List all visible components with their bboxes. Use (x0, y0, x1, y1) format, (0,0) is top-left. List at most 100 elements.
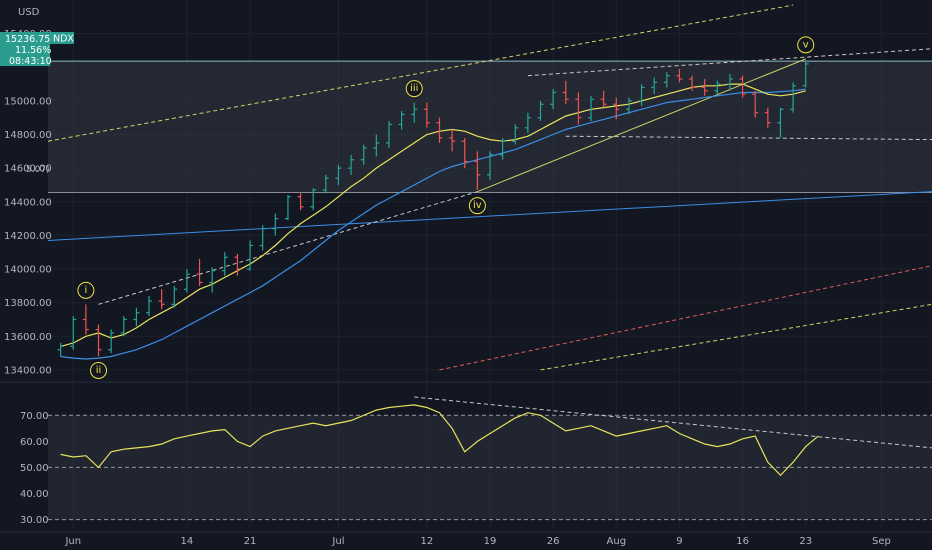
candle (146, 295, 153, 317)
time-axis[interactable]: Jun 14 21 Jul 12 19 26 Aug 9 16 23 Sep (0, 531, 932, 547)
sma-fast-line (60, 83, 806, 347)
candle (600, 90, 607, 108)
wave-label-iii[interactable]: iii (405, 80, 423, 98)
trend-line-5[interactable] (527, 48, 932, 77)
change-pct-label: 11.56% (15, 45, 51, 56)
candle (802, 60, 809, 88)
candle (764, 107, 771, 128)
price-tick-label: 15000.00 (4, 96, 52, 107)
candle (158, 289, 165, 310)
candle (310, 188, 317, 211)
date-tick-label: Jul (331, 536, 344, 547)
candle (625, 97, 632, 115)
countdown-label: 08:43:10 (9, 56, 52, 67)
candle (588, 95, 595, 122)
candle (487, 151, 493, 180)
candle (183, 269, 190, 293)
candle (474, 151, 481, 190)
rsi-tick-label: 60.00 (20, 437, 49, 448)
rsi-pane: 70.00 60.00 50.00 40.00 30.00 (20, 396, 932, 526)
candle (398, 110, 405, 130)
currency-label: USD (18, 7, 40, 18)
candle (499, 137, 506, 160)
candle (714, 80, 721, 95)
candle (726, 73, 733, 91)
rsi-tick-label: 30.00 (20, 515, 49, 526)
date-tick-label: Sep (872, 536, 891, 547)
price-tick-label: 13400.00 (4, 365, 52, 376)
candle (512, 124, 519, 145)
date-tick-label: Jun (64, 536, 81, 547)
candle (613, 97, 620, 120)
wave-label-i[interactable]: i (77, 281, 95, 299)
last-price-box: 15236.75 11.56% 08:43:10 NDX (0, 32, 74, 67)
candle (461, 137, 468, 169)
trend-line-6[interactable] (565, 135, 932, 141)
trend-line-4[interactable] (98, 191, 478, 305)
candle (348, 154, 355, 175)
trend-line-2[interactable] (540, 303, 932, 371)
candle (259, 225, 266, 251)
candle (133, 307, 140, 327)
trend-line-7[interactable] (477, 58, 806, 193)
date-tick-label: 14 (181, 536, 194, 547)
wave-label-ii[interactable]: ii (90, 361, 108, 379)
price-tick-label: 13800.00 (4, 298, 52, 309)
date-tick-label: 16 (736, 536, 749, 547)
moving-averages (60, 83, 806, 360)
date-tick-label: Aug (607, 536, 627, 547)
candle (272, 213, 279, 236)
candle (423, 102, 430, 128)
date-tick-label: 9 (676, 536, 682, 547)
candle (196, 258, 203, 286)
price-tick-label: 14000.00 (4, 265, 52, 276)
sma-slow-line (60, 88, 806, 360)
wave-label-text: v (803, 39, 809, 50)
price-tick-label: 13600.00 (4, 332, 52, 343)
candle (247, 240, 254, 271)
trend-line-1[interactable] (47, 4, 794, 142)
wave-label-v[interactable]: v (797, 36, 815, 54)
candle (524, 112, 531, 133)
candle (651, 77, 658, 95)
candle (335, 164, 342, 185)
candle (385, 121, 392, 148)
date-tick-label: 19 (484, 536, 497, 547)
wave-label-text: iv (473, 200, 482, 211)
price-tick-label: 14800.00 (4, 130, 52, 141)
candle (689, 75, 696, 91)
wave-label-iv[interactable]: iv (468, 197, 486, 215)
rsi-trend-line[interactable] (414, 396, 932, 449)
candle (234, 253, 241, 276)
trend-line-0[interactable] (47, 191, 932, 241)
price-tick-label: 14400.00 (4, 197, 52, 208)
price-tick-label: 14200.00 (4, 231, 52, 242)
date-tick-label: 12 (420, 536, 433, 547)
candle (108, 329, 115, 354)
candle (739, 75, 746, 98)
rsi-line (60, 404, 819, 477)
candle (411, 102, 418, 123)
date-tick-label: 26 (547, 536, 560, 547)
price-tick-label: 14600.00 (4, 164, 52, 175)
candle (752, 90, 759, 118)
candle (221, 252, 228, 276)
wave-label-text: ii (96, 365, 102, 376)
candle (777, 107, 784, 138)
main-grid (48, 0, 932, 530)
candle (70, 316, 77, 350)
candle (209, 267, 216, 293)
date-tick-label: 23 (799, 536, 812, 547)
candle (562, 80, 569, 105)
candle (82, 304, 89, 335)
candle (676, 68, 683, 83)
last-price-label: 15236.75 (5, 34, 50, 45)
partial-level-label: 5.07) (26, 165, 50, 175)
candle (537, 100, 544, 122)
date-tick-label: 21 (244, 536, 257, 547)
candlestick-series (57, 60, 809, 357)
candle (550, 89, 557, 110)
candle (449, 129, 456, 152)
candle (297, 193, 304, 211)
